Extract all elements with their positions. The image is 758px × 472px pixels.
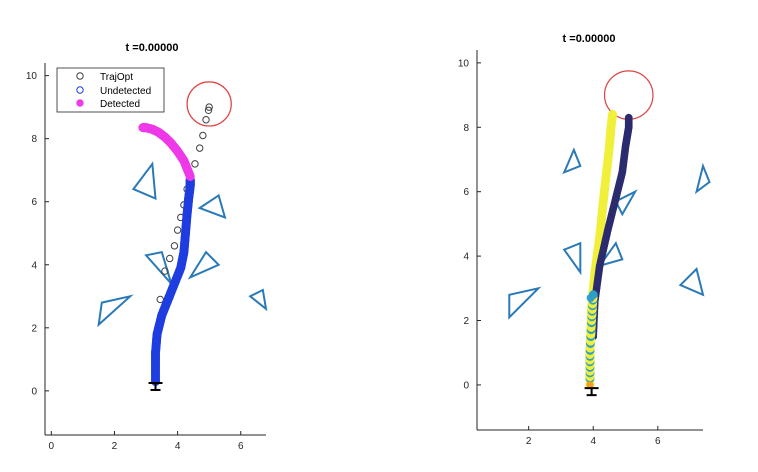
obstacle-triangle [197, 193, 227, 220]
left-ytick-label: 0 [31, 386, 37, 397]
obstacle-triangle [562, 147, 582, 175]
trajopt-point [170, 242, 179, 250]
left-ytick-label: 4 [31, 260, 37, 271]
start-point [586, 381, 594, 389]
detected-point [138, 123, 148, 133]
right-xtick-label: 2 [526, 436, 532, 447]
legend-trajopt-label: TrajOpt [100, 72, 133, 83]
legend-trajopt-marker [76, 72, 84, 80]
trajopt-point [173, 226, 182, 234]
right-ytick-label: 6 [463, 187, 469, 198]
left-obstacles [97, 81, 268, 328]
right-title: t =0.00000 [563, 33, 616, 45]
obstacle-triangle [131, 161, 157, 201]
legend-detected-label: Detected [100, 99, 140, 110]
left-series [138, 103, 213, 391]
trajopt-point [191, 160, 199, 168]
trajopt-point [205, 103, 213, 111]
right-series [584, 109, 633, 397]
right-ticks: 2 4 6 0 2 4 6 8 10 [458, 58, 661, 447]
left-ytick-label: 2 [31, 323, 37, 334]
right-ytick-label: 0 [463, 380, 469, 391]
legend-undetected-marker [76, 86, 84, 94]
teal-path-point [586, 293, 595, 302]
left-xtick-label: 6 [238, 441, 244, 452]
trajopt-point [196, 144, 204, 152]
right-obstacles [508, 70, 711, 320]
obstacle-triangle [187, 250, 221, 280]
right-plot: t =0.00000 2 4 6 0 2 4 6 8 10 [458, 33, 711, 447]
trajopt-point [166, 254, 174, 263]
right-ytick-label: 8 [463, 123, 469, 134]
legend-detected-marker [76, 99, 84, 107]
obstacle-triangle [614, 189, 638, 217]
obstacle-triangle [678, 267, 705, 297]
right-ytick-label: 4 [463, 252, 469, 263]
right-ytick-label: 2 [463, 316, 469, 327]
left-xtick-label: 4 [175, 441, 181, 452]
obstacle-triangle [694, 162, 711, 195]
trajopt-point [161, 267, 169, 275]
trajopt-point [204, 106, 213, 114]
left-ytick-label: 8 [31, 134, 37, 145]
left-ytick-label: 6 [31, 197, 37, 208]
left-xtick-label: 0 [49, 441, 55, 452]
left-legend: TrajOpt Undetected Detected [56, 67, 165, 113]
legend-box [56, 67, 165, 113]
obstacle-triangle [508, 286, 542, 320]
trajopt-point [202, 116, 210, 124]
legend-undetected-label: Undetected [100, 86, 151, 97]
right-xtick-label: 6 [655, 436, 661, 447]
trajopt-point [199, 131, 207, 140]
obstacle-triangle [597, 241, 624, 268]
navy-path-point [624, 113, 633, 122]
left-ticks: 0 2 4 6 0 2 4 6 8 10 [26, 71, 244, 452]
obstacle-triangle [562, 241, 582, 276]
left-xtick-label: 2 [112, 441, 118, 452]
obstacle-triangle [248, 288, 268, 312]
right-xtick-label: 4 [590, 436, 596, 447]
left-title: t =0.00000 [126, 42, 179, 54]
yellow-path-point [608, 109, 618, 119]
left-ytick-label: 10 [26, 71, 38, 82]
right-ytick-label: 10 [458, 58, 470, 69]
obstacle-triangle [97, 294, 134, 328]
goal-circle [186, 81, 232, 127]
left-plot: t =0.00000 0 2 4 6 0 2 4 6 8 10 TrajOpt Undetecte… [26, 42, 268, 452]
